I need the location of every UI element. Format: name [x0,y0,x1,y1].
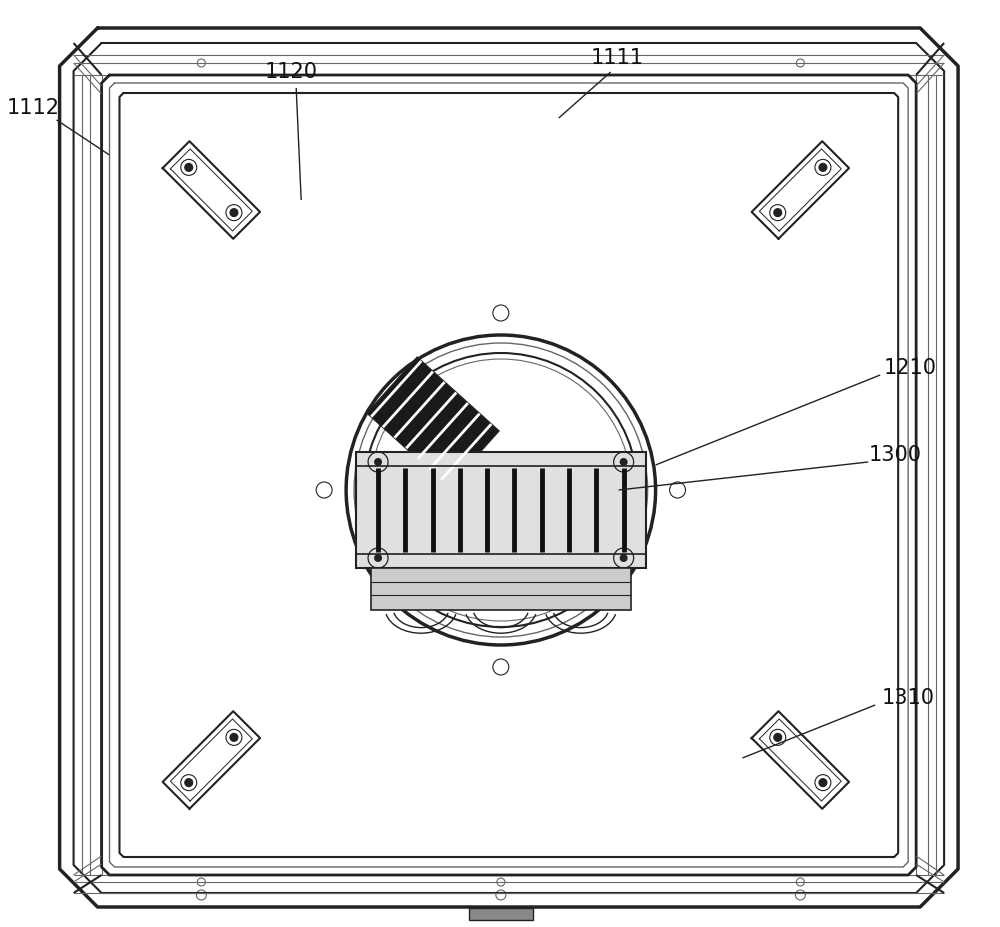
Text: 1112: 1112 [7,98,60,118]
Circle shape [230,733,238,742]
Circle shape [230,209,238,217]
Circle shape [620,554,628,562]
Circle shape [819,163,827,171]
Polygon shape [356,452,646,568]
Text: 1120: 1120 [265,62,318,82]
Text: 1300: 1300 [869,445,922,465]
Circle shape [620,458,628,466]
Circle shape [185,163,193,171]
Text: 1210: 1210 [884,358,937,378]
Text: 1111: 1111 [591,48,644,68]
Circle shape [819,779,827,787]
Polygon shape [469,908,533,920]
Circle shape [374,458,382,466]
Circle shape [185,779,193,787]
Circle shape [374,554,382,562]
Circle shape [774,733,782,742]
Polygon shape [367,357,499,487]
Polygon shape [371,568,631,610]
Circle shape [774,209,782,217]
Text: 1310: 1310 [882,688,935,708]
